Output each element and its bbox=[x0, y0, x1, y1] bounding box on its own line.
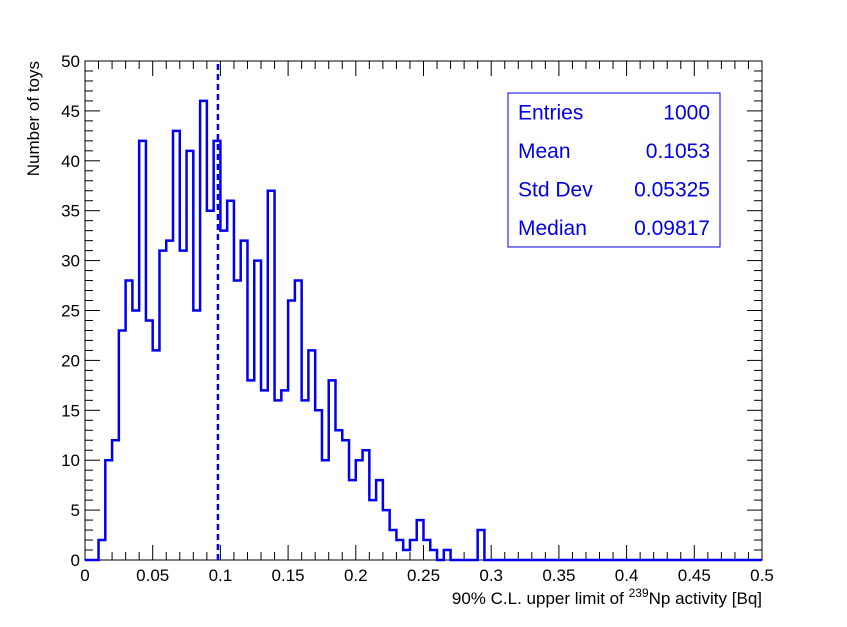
histogram-bin bbox=[146, 320, 153, 560]
histogram-bin bbox=[410, 540, 417, 560]
histogram-bin bbox=[396, 540, 403, 560]
y-tick-label: 40 bbox=[61, 152, 80, 171]
histogram-bin bbox=[281, 390, 288, 560]
histogram-bin bbox=[335, 430, 342, 560]
histogram-bin bbox=[363, 450, 370, 560]
x-tick-label: 0.4 bbox=[615, 566, 639, 585]
histogram-bin bbox=[126, 281, 133, 560]
histogram-bin bbox=[302, 400, 309, 560]
histogram-bin bbox=[119, 330, 126, 560]
histogram-bin bbox=[105, 460, 112, 560]
y-tick-label: 45 bbox=[61, 102, 80, 121]
histogram-bin bbox=[200, 101, 207, 560]
histogram-bin bbox=[383, 510, 390, 560]
histogram-bin bbox=[166, 241, 173, 560]
y-tick-label: 20 bbox=[61, 351, 80, 370]
histogram-bin bbox=[132, 311, 139, 561]
histogram-bin bbox=[376, 480, 383, 560]
histogram-bin bbox=[322, 460, 329, 560]
histogram-bin bbox=[315, 410, 322, 560]
stats-label: Entries bbox=[518, 101, 583, 124]
histogram-bin bbox=[187, 151, 194, 560]
y-tick-label: 0 bbox=[71, 551, 80, 570]
histogram-bin bbox=[99, 540, 106, 560]
y-tick-label: 50 bbox=[61, 52, 80, 71]
histogram-bin bbox=[234, 281, 241, 560]
x-axis-title-superscript: 239 bbox=[629, 586, 649, 600]
ticks-group: 0 0.05 0.1 0.15 0.2 0.25 0.3 0.35 0.4 0.45 0.5 0 5 10… bbox=[61, 52, 774, 585]
histogram-bin bbox=[139, 141, 146, 560]
y-tick-label: 5 bbox=[71, 501, 80, 520]
stats-value: 0.05325 bbox=[634, 178, 710, 201]
histogram-bin bbox=[444, 550, 451, 560]
histogram-bin bbox=[193, 311, 200, 561]
histogram-bin bbox=[247, 380, 254, 560]
histogram-bin bbox=[424, 540, 431, 560]
histogram-bin bbox=[268, 191, 275, 560]
x-tick-label: 0.1 bbox=[209, 566, 233, 585]
y-tick-label: 10 bbox=[61, 451, 80, 470]
x-tick-label: 0.45 bbox=[678, 566, 711, 585]
histogram-bin bbox=[112, 440, 119, 560]
x-tick-label: 0 bbox=[80, 566, 89, 585]
y-tick-label: 35 bbox=[61, 202, 80, 221]
histogram-bin bbox=[288, 301, 295, 560]
histogram-bin bbox=[369, 500, 376, 560]
histogram-bin bbox=[275, 400, 282, 560]
x-tick-label: 0.15 bbox=[272, 566, 305, 585]
histogram-bin bbox=[403, 550, 410, 560]
series-group bbox=[85, 99, 762, 562]
histogram-bin bbox=[159, 251, 166, 560]
stats-label: Std Dev bbox=[518, 178, 593, 201]
histogram-bin bbox=[329, 380, 336, 560]
stats-value: 0.1053 bbox=[646, 140, 710, 163]
x-axis-title-prefix: 90% C.L. upper limit of bbox=[452, 589, 629, 608]
y-tick-label: 25 bbox=[61, 302, 80, 321]
histogram-bin bbox=[342, 440, 349, 560]
histogram-bin bbox=[153, 350, 160, 560]
histogram-bin bbox=[349, 480, 356, 560]
x-tick-label: 0.35 bbox=[542, 566, 575, 585]
y-axis-title: Number of toys bbox=[24, 61, 43, 176]
histogram-bin bbox=[220, 231, 227, 560]
histogram-bin bbox=[430, 550, 437, 560]
stats-label: Mean bbox=[518, 140, 571, 163]
histogram-bin bbox=[180, 251, 187, 560]
x-tick-label: 0.25 bbox=[407, 566, 440, 585]
histogram-bin bbox=[254, 261, 261, 560]
histogram-series bbox=[85, 99, 762, 562]
x-axis-title-suffix: Np activity [Bq] bbox=[649, 589, 762, 608]
histogram-bin bbox=[227, 201, 234, 560]
x-tick-label: 0.05 bbox=[136, 566, 169, 585]
histogram-bin bbox=[356, 460, 363, 560]
y-tick-label: 30 bbox=[61, 252, 80, 271]
histogram-bin bbox=[173, 131, 180, 560]
histogram-bin bbox=[478, 530, 485, 560]
x-tick-label: 0.5 bbox=[750, 566, 774, 585]
x-tick-label: 0.3 bbox=[479, 566, 503, 585]
histogram-bin bbox=[261, 390, 268, 560]
labels-group: Number of toys 90% C.L. upper limit of 23… bbox=[24, 61, 762, 608]
y-tick-label: 15 bbox=[61, 401, 80, 420]
x-tick-label: 0.2 bbox=[344, 566, 368, 585]
stats-box: Entries 1000 Mean 0.1053 Std Dev 0.05325 Media… bbox=[507, 92, 721, 248]
histogram-bin bbox=[308, 350, 315, 560]
stats-value: 1000 bbox=[663, 101, 710, 124]
histogram-bin bbox=[417, 520, 424, 560]
histogram-bin bbox=[207, 211, 214, 560]
histogram-bin bbox=[295, 281, 302, 560]
x-axis-title: 90% C.L. upper limit of 239Np activity [… bbox=[452, 586, 762, 608]
histogram-bin bbox=[241, 241, 248, 560]
histogram-bin bbox=[390, 530, 397, 560]
stats-label: Median bbox=[518, 217, 587, 240]
stats-box-frame bbox=[507, 92, 721, 248]
stats-value: 0.09817 bbox=[634, 217, 710, 240]
